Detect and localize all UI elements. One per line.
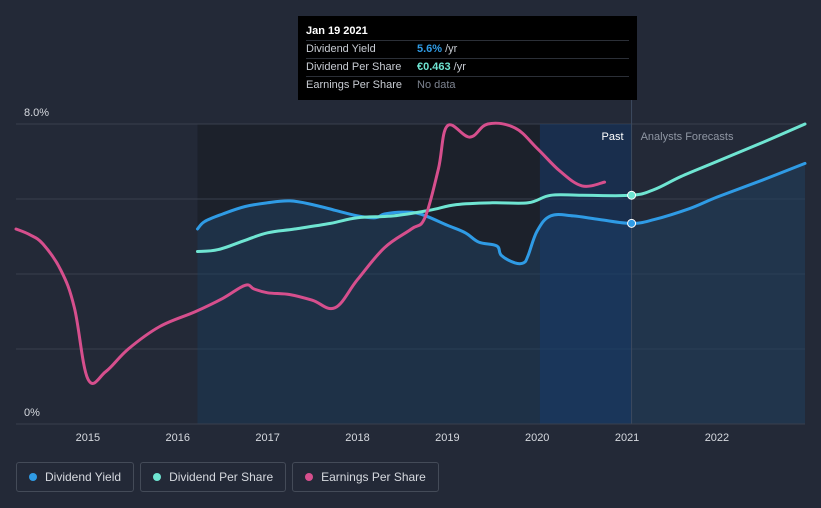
legend-item-earnings-per-share[interactable]: Earnings Per Share xyxy=(292,462,439,492)
y-tick-label-bottom: 0% xyxy=(24,407,40,419)
legend-label: Dividend Per Share xyxy=(169,470,274,484)
series-areas xyxy=(197,163,805,424)
series-markers xyxy=(627,190,637,228)
dividend-yield-area xyxy=(197,163,805,424)
tooltip-value: No data xyxy=(417,79,456,91)
x-tick-label: 2017 xyxy=(255,432,279,444)
past-label: Past xyxy=(602,131,624,143)
x-tick-label: 2020 xyxy=(525,432,549,444)
tooltip-label: Earnings Per Share xyxy=(306,79,402,91)
x-tick-label: 2019 xyxy=(435,432,459,444)
x-tick-label: 2015 xyxy=(76,432,100,444)
legend-marker-icon xyxy=(29,473,37,481)
y-tick-label-top: 8.0% xyxy=(24,107,49,119)
tooltip-row-dividend-per-share: Dividend Per Share €0.463 /yr xyxy=(306,58,629,76)
tooltip-row-earnings-per-share: Earnings Per Share No data xyxy=(306,76,629,94)
chart-legend: Dividend Yield Dividend Per Share Earnin… xyxy=(16,462,439,492)
x-tick-label: 2016 xyxy=(166,432,190,444)
legend-label: Dividend Yield xyxy=(45,470,122,484)
legend-item-dividend-per-share[interactable]: Dividend Per Share xyxy=(140,462,287,492)
tooltip-value: 5.6% xyxy=(417,43,443,55)
x-tick-label: 2021 xyxy=(615,432,639,444)
tooltip-value: €0.463 xyxy=(417,61,451,73)
highlight-region xyxy=(539,124,632,424)
legend-item-dividend-yield[interactable]: Dividend Yield xyxy=(16,462,135,492)
legend-marker-icon xyxy=(153,473,162,481)
x-tick-label: 2018 xyxy=(345,432,369,444)
dividend-yield-marker xyxy=(627,218,637,228)
dividend-per-share-line xyxy=(196,122,807,253)
x-tick-label: 2022 xyxy=(705,432,729,444)
legend-marker-icon xyxy=(305,473,314,481)
x-axis-ticks: 2015 2016 2017 2018 2019 2020 2021 2022 xyxy=(76,432,730,444)
earnings-per-share-line xyxy=(14,121,607,385)
tooltip-date: Jan 19 2021 xyxy=(306,25,368,37)
dividend-per-share-marker xyxy=(627,190,637,200)
tooltip-unit: /yr xyxy=(453,61,466,73)
legend-label: Earnings Per Share xyxy=(321,470,426,484)
tooltip-label: Dividend Yield xyxy=(306,43,376,55)
forecast-label: Analysts Forecasts xyxy=(641,131,734,143)
tooltip: Jan 19 2021 Dividend Yield 5.6% /yr Divi… xyxy=(298,16,637,100)
tooltip-unit: /yr xyxy=(445,43,458,55)
tooltip-row-dividend-yield: Dividend Yield 5.6% /yr xyxy=(306,40,629,58)
tooltip-label: Dividend Per Share xyxy=(306,61,402,73)
